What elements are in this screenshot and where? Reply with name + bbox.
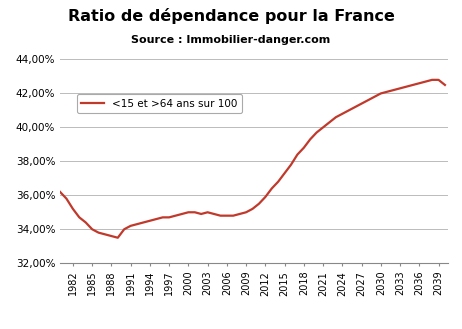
<15 et >64 ans sur 100 xyxy=(153,217,159,221)
<15 et >64 ans sur 100 xyxy=(429,78,435,82)
<15 et >64 ans sur 100 xyxy=(140,220,146,224)
Text: Source : Immobilier-danger.com: Source : Immobilier-danger.com xyxy=(131,35,331,44)
<15 et >64 ans sur 100 xyxy=(57,190,63,194)
<15 et >64 ans sur 100 xyxy=(442,83,448,87)
<15 et >64 ans sur 100 xyxy=(295,153,300,157)
<15 et >64 ans sur 100 xyxy=(115,236,121,240)
<15 et >64 ans sur 100 xyxy=(397,87,403,90)
<15 et >64 ans sur 100 xyxy=(269,187,274,190)
Line: <15 et >64 ans sur 100: <15 et >64 ans sur 100 xyxy=(60,80,445,238)
<15 et >64 ans sur 100 xyxy=(198,212,204,216)
Text: Ratio de dépendance pour la France: Ratio de dépendance pour la France xyxy=(67,8,395,24)
Legend: <15 et >64 ans sur 100: <15 et >64 ans sur 100 xyxy=(77,94,242,113)
